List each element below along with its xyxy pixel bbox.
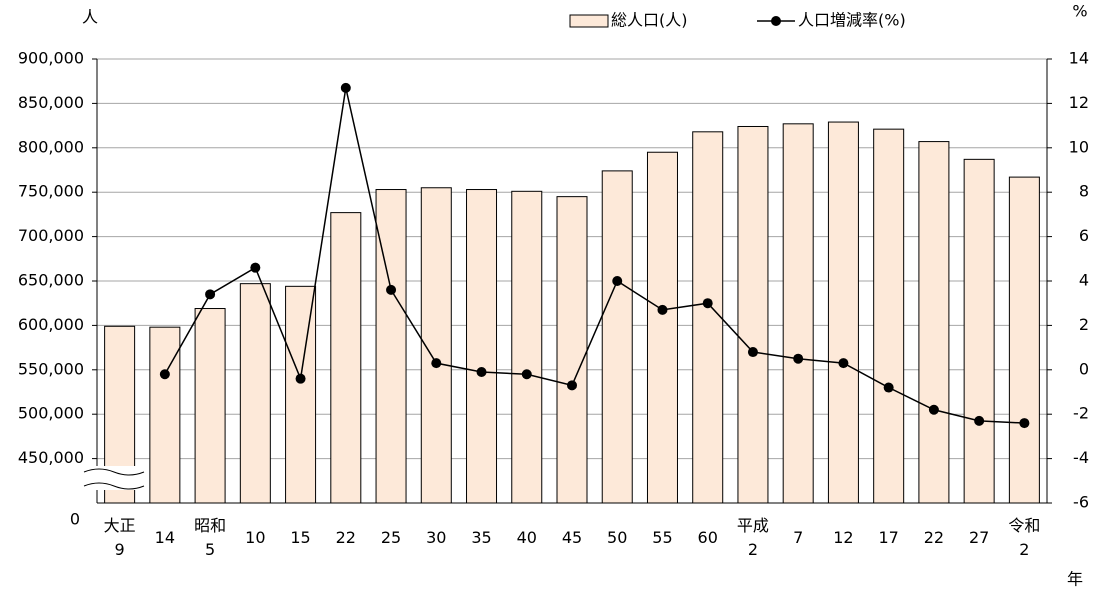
line-marker [657,304,668,315]
y-tick-label: 900,000 [18,49,84,68]
x-tick-label: 22 [923,528,945,547]
line-marker [386,284,397,295]
x-tick-label: 55 [652,528,673,547]
line-marker [793,353,804,364]
x-tick-label: 22 [335,528,356,547]
y2-tick-label: 2 [1079,315,1089,334]
line-marker [928,404,939,415]
line-marker [702,298,713,309]
y2-tick-label: -2 [1073,404,1089,423]
x-tick-label: 17 [878,528,899,547]
line-marker [974,415,985,426]
x-tick-label: 60 [697,528,718,547]
line-marker [159,369,170,380]
bar [873,128,905,504]
x-tick-label: 50 [607,528,628,547]
bar [239,283,271,504]
x-tick-label: 14 [154,528,176,547]
x-tick-label: 10 [245,528,266,547]
x-tick-label: 昭和 5 [194,516,227,559]
legend-swatch [569,14,609,28]
line-marker [431,358,442,369]
y-unit: 人 [82,8,98,27]
y-tick-label: 600,000 [18,315,84,334]
line-marker [567,380,577,391]
bar [511,190,543,504]
y-tick-label: 500,000 [18,404,84,423]
y2-tick-label: -6 [1073,493,1089,512]
x-tick-label: 45 [561,528,583,547]
line-marker [521,369,532,380]
bar [420,187,452,504]
bar [737,125,769,504]
y2-tick-label: 0 [1079,359,1089,378]
line-marker [340,82,351,93]
bar [782,123,814,504]
line-marker [747,347,758,358]
y2-unit: % [1072,2,1087,21]
x-tick-label: 15 [290,528,311,547]
y-tick-label: 650,000 [18,271,84,290]
x-tick-label: 12 [833,528,854,547]
bar [149,326,181,504]
line-marker [295,373,306,384]
x-tick-label: 平成 2 [736,516,769,559]
x-tick-label: 25 [380,528,402,547]
bar [963,158,995,504]
line-marker [476,367,487,378]
y2-tick-label: 14 [1069,49,1089,68]
y-origin-label: 0 [70,510,80,529]
line-marker [250,262,261,273]
x-tick-label: 35 [471,528,492,547]
bar [646,151,678,504]
bar [601,170,633,504]
axis-break-mark [83,482,145,490]
bar [194,308,226,504]
y-tick-label: 550,000 [18,359,84,378]
y-tick-label: 800,000 [18,137,84,156]
x-tick-label: 令和 2 [1008,516,1041,559]
bar [692,131,724,504]
y2-tick-label: 12 [1069,93,1089,112]
y2-tick-label: 4 [1079,271,1089,290]
line-marker [838,358,849,369]
y-tick-label: 450,000 [18,448,84,467]
y-tick-label: 700,000 [18,226,84,245]
line-marker [1019,418,1030,429]
x-tick-label: 大正 9 [103,516,136,559]
x-unit: 年 [1067,570,1083,589]
y2-tick-label: 10 [1069,137,1089,156]
bar [918,141,950,504]
y-tick-label: 850,000 [18,93,84,112]
line [164,87,1025,424]
bar [466,189,498,504]
y2-tick-label: 6 [1079,226,1089,245]
legend-label: 総人口(人) [611,11,688,30]
legend-marker [771,16,781,26]
y2-tick-label: 8 [1079,182,1089,201]
bar [827,121,859,504]
x-tick-label: 30 [426,528,447,547]
line-marker [883,382,894,393]
line-marker [612,276,623,286]
bar [556,196,588,504]
x-tick-label: 27 [968,528,990,547]
bar [285,285,317,504]
axis-break-mark [83,468,145,476]
line-marker [205,289,216,300]
bar [375,189,407,504]
legend-label: 人口増減率(%) [798,11,906,30]
y-tick-label: 750,000 [18,182,84,201]
x-tick-label: 40 [516,528,537,547]
y2-tick-label: -4 [1073,448,1089,467]
bar [1008,176,1040,504]
x-tick-label: 7 [793,528,804,547]
bar [330,212,362,504]
